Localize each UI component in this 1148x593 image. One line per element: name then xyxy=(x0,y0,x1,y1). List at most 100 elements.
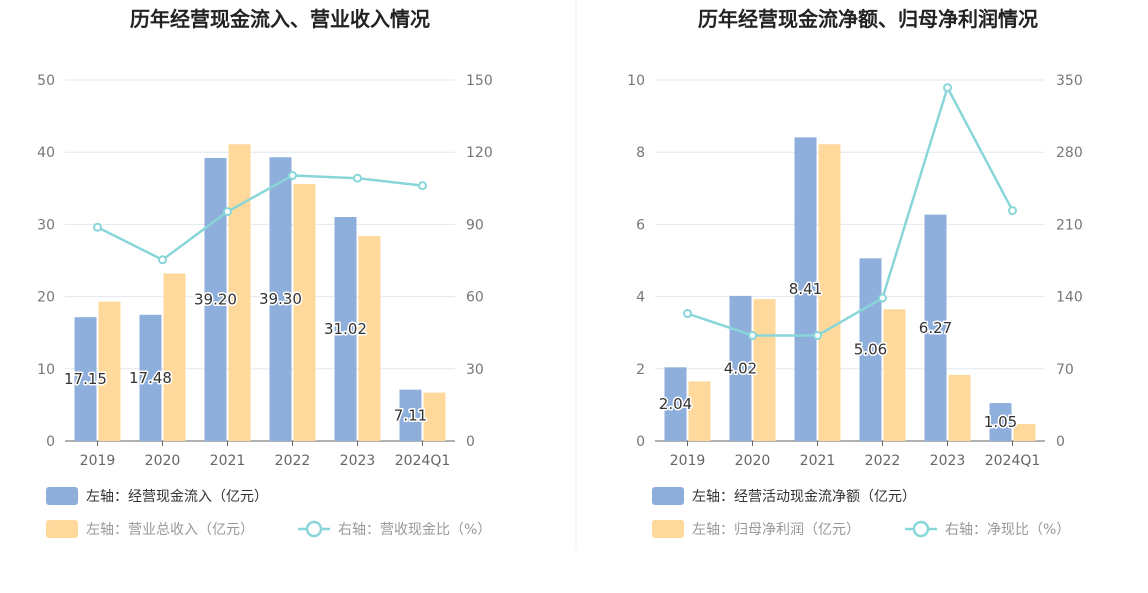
x-axis-category-label: 2022 xyxy=(275,453,311,469)
legend-bar-swatch xyxy=(46,520,78,538)
left-axis-tick-label: 20 xyxy=(37,290,55,306)
line-point xyxy=(1008,206,1017,216)
bar-data-label: 2.04 xyxy=(659,395,692,413)
legend-item: 右轴：营收现金比（%） xyxy=(298,520,491,538)
legend-item: 左轴：经营现金流入（亿元） xyxy=(46,487,268,505)
line-point xyxy=(353,173,362,183)
x-axis-category-label: 2023 xyxy=(930,453,966,469)
line-point xyxy=(93,222,102,232)
bar-data-label: 5.06 xyxy=(854,341,887,359)
x-axis-category-label: 2019 xyxy=(670,453,706,469)
left-axis-tick-label: 0 xyxy=(636,434,645,450)
right-axis-tick-label: 210 xyxy=(1056,217,1083,233)
bar-series-2 xyxy=(228,144,251,441)
right-axis-tick-label: 60 xyxy=(466,290,484,306)
bar-series-1 xyxy=(794,137,817,442)
legend-item: 左轴：归母净利润（亿元） xyxy=(652,520,860,538)
bar-series-1 xyxy=(399,389,422,441)
left-axis-tick-label: 40 xyxy=(37,145,55,161)
bar-series-2 xyxy=(1013,424,1036,441)
legend-bar-swatch xyxy=(652,487,684,505)
bar-series-2 xyxy=(948,374,971,441)
left-axis-tick-label: 2 xyxy=(636,362,645,378)
line-point xyxy=(223,207,232,217)
chart-title: 历年经营现金流净额、归母净利润情况 xyxy=(698,7,1038,31)
right-axis-tick-label: 120 xyxy=(466,145,493,161)
bar-data-label: 39.30 xyxy=(259,290,302,308)
bar-series-2 xyxy=(358,235,381,441)
chart-panel-net-cash-profit: 历年经营现金流净额、归母净利润情况 0 2 4 6 8 10 0 70 140 210 280 350 2… xyxy=(627,7,1083,538)
bar-series-1 xyxy=(269,157,292,441)
left-axis-tick-label: 10 xyxy=(37,362,55,378)
bar-series-1 xyxy=(859,258,882,441)
x-axis-category-label: 2020 xyxy=(735,453,771,469)
bar-series-1 xyxy=(664,367,687,441)
line-point xyxy=(813,330,822,340)
bar-series-2 xyxy=(163,273,186,441)
bar-series-2 xyxy=(423,392,446,441)
bar-data-label: 7.11 xyxy=(394,406,427,424)
right-axis-tick-label: 0 xyxy=(1056,434,1065,450)
line-point xyxy=(683,309,692,319)
legend-label: 左轴：经营活动现金流净额（亿元） xyxy=(692,489,916,505)
bar-data-label: 6.27 xyxy=(919,319,952,337)
right-axis-tick-label: 350 xyxy=(1056,73,1083,89)
legend-point-swatch xyxy=(912,520,930,538)
x-axis-category-label: 2021 xyxy=(800,453,836,469)
x-axis-category-label: 2024Q1 xyxy=(985,453,1041,469)
line-point xyxy=(288,171,297,181)
x-axis-category-label: 2019 xyxy=(80,453,116,469)
bar-series-2 xyxy=(883,309,906,441)
bar-series-1 xyxy=(989,403,1012,441)
bar-series-1 xyxy=(924,214,947,441)
legend-bar-swatch xyxy=(652,520,684,538)
line-series-3 xyxy=(687,84,1014,337)
bar-data-label: 8.41 xyxy=(789,280,822,298)
x-axis-category-label: 2020 xyxy=(145,453,181,469)
bar-series-1 xyxy=(74,317,97,441)
right-axis-tick-label: 30 xyxy=(466,362,484,378)
bar-data-label: 17.15 xyxy=(64,370,107,388)
chart-title: 历年经营现金流入、营业收入情况 xyxy=(130,7,430,31)
left-axis-tick-label: 4 xyxy=(636,290,645,306)
legend-label: 右轴：净现比（%） xyxy=(945,522,1070,538)
x-axis-category-label: 2024Q1 xyxy=(395,453,451,469)
legend-label: 左轴：营业总收入（亿元） xyxy=(86,522,254,538)
left-axis-tick-label: 8 xyxy=(636,145,645,161)
left-axis-tick-label: 30 xyxy=(37,217,55,233)
line-series-3 xyxy=(96,174,423,262)
legend-label: 左轴：归母净利润（亿元） xyxy=(692,521,860,538)
x-axis-category-label: 2022 xyxy=(865,453,901,469)
line-point xyxy=(158,255,167,265)
x-axis-category-label: 2021 xyxy=(210,453,246,469)
right-axis-tick-label: 90 xyxy=(466,217,484,233)
right-axis-tick-label: 150 xyxy=(466,73,493,89)
left-axis-tick-label: 0 xyxy=(46,434,55,450)
line-point xyxy=(943,83,952,93)
line-point xyxy=(748,330,757,340)
bar-series-1 xyxy=(139,314,162,441)
legend-label: 右轴：营收现金比（%） xyxy=(338,522,491,538)
chart-panel-cash-inflow-revenue: 历年经营现金流入、营业收入情况 0 10 20 30 40 50 0 30 60 90 120 150 2… xyxy=(37,7,493,538)
legend-item: 左轴：营业总收入（亿元） xyxy=(46,520,254,538)
left-axis-tick-label: 10 xyxy=(627,73,645,89)
left-axis-tick-label: 6 xyxy=(636,217,645,233)
legend-bar-swatch xyxy=(46,487,78,505)
bar-data-label: 39.20 xyxy=(194,290,237,308)
bar-data-label: 1.05 xyxy=(984,413,1017,431)
right-axis-tick-label: 140 xyxy=(1056,290,1083,306)
bar-data-label: 17.48 xyxy=(129,369,172,387)
bar-series-1 xyxy=(334,217,357,441)
bar-data-label: 31.02 xyxy=(324,320,367,338)
legend-item: 左轴：经营活动现金流净额（亿元） xyxy=(652,487,916,505)
right-axis-tick-label: 280 xyxy=(1056,145,1083,161)
bar-series-2 xyxy=(293,183,316,441)
legend-point-swatch xyxy=(305,520,323,538)
bar-data-label: 4.02 xyxy=(724,359,757,377)
legend-label: 左轴：经营现金流入（亿元） xyxy=(86,489,268,505)
legend-item: 右轴：净现比（%） xyxy=(905,520,1070,538)
line-point xyxy=(418,181,427,191)
bar-series-1 xyxy=(204,157,227,441)
bar-series-2 xyxy=(818,144,841,441)
